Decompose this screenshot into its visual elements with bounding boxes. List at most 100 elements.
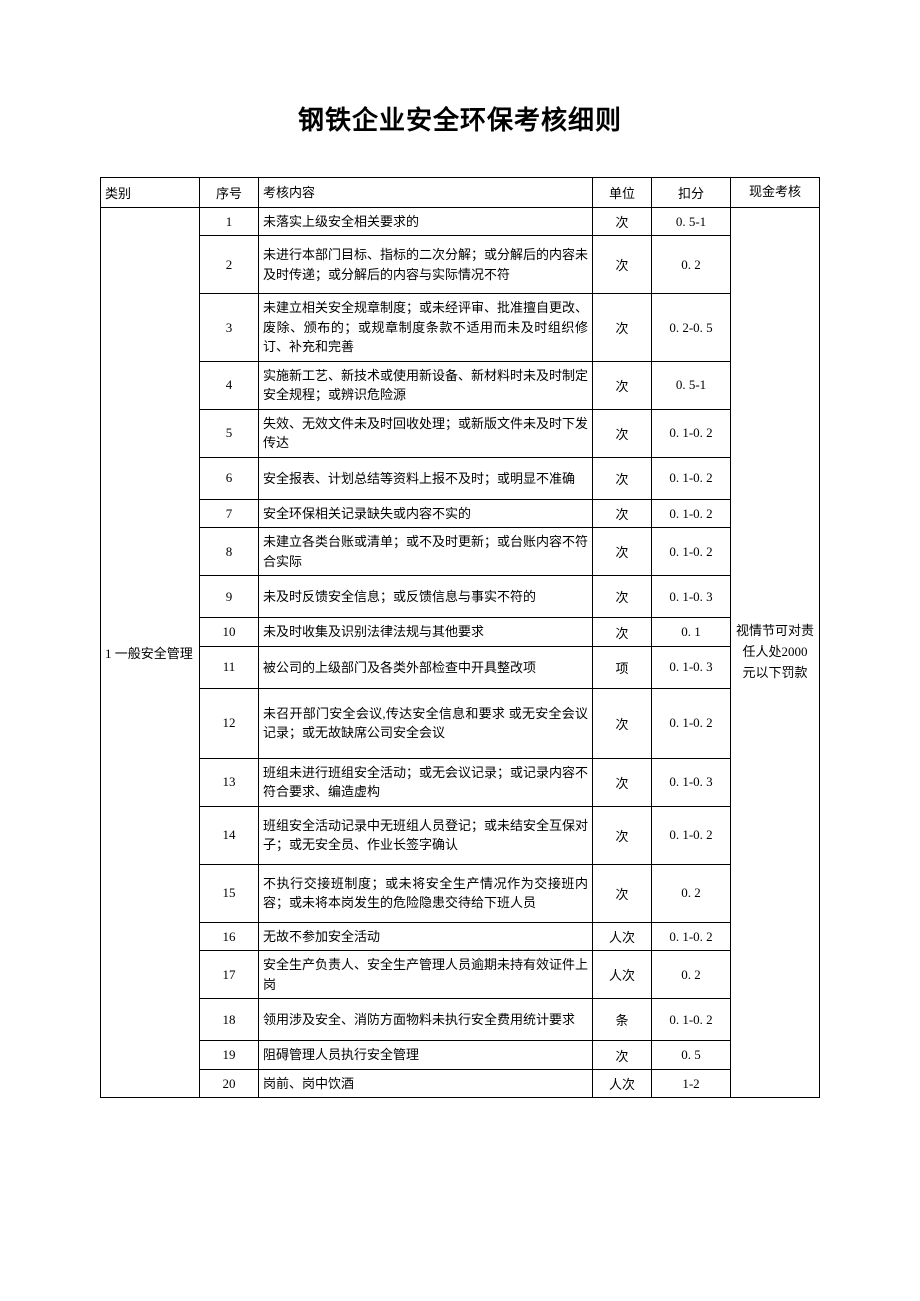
row-num: 2 [200,236,259,294]
row-num: 11 [200,646,259,688]
row-content: 未召开部门安全会议,传达安全信息和要求 或无安全会议记录；或无故缺席公司安全会议 [259,688,593,758]
row-unit: 次 [593,1041,652,1070]
row-content: 班组安全活动记录中无班组人员登记；或未结安全互保对子；或无安全员、作业长签字确认 [259,806,593,864]
row-deduct: 1-2 [652,1069,731,1098]
row-deduct: 0. 5-1 [652,207,731,236]
row-num: 1 [200,207,259,236]
table-row: 14班组安全活动记录中无班组人员登记；或未结安全互保对子；或无安全员、作业长签字… [101,806,820,864]
row-content: 未建立各类台账或清单；或不及时更新；或台账内容不符合实际 [259,528,593,576]
row-content: 岗前、岗中饮酒 [259,1069,593,1098]
row-content: 实施新工艺、新技术或使用新设备、新材料时未及时制定安全规程；或辨识危险源 [259,361,593,409]
row-content: 未进行本部门目标、指标的二次分解；或分解后的内容未及时传递；或分解后的内容与实际… [259,236,593,294]
header-category: 类别 [101,178,200,208]
row-deduct: 0. 5 [652,1041,731,1070]
row-deduct: 0. 2 [652,236,731,294]
table-row: 9未及时反馈安全信息；或反馈信息与事实不符的次0. 1-0. 3 [101,576,820,618]
row-num: 6 [200,457,259,499]
row-unit: 次 [593,528,652,576]
row-deduct: 0. 1-0. 3 [652,758,731,806]
row-unit: 次 [593,576,652,618]
row-num: 14 [200,806,259,864]
row-deduct: 0. 1-0. 2 [652,457,731,499]
row-content: 失效、无效文件未及时回收处理；或新版文件未及时下发传达 [259,409,593,457]
table-row: 12未召开部门安全会议,传达安全信息和要求 或无安全会议记录；或无故缺席公司安全… [101,688,820,758]
row-num: 10 [200,618,259,647]
table-row: 17安全生产负责人、安全生产管理人员逾期未持有效证件上岗人次0. 2 [101,951,820,999]
row-content: 未建立相关安全规章制度；或未经评审、批准擅自更改、废除、颁布的；或规章制度条款不… [259,294,593,362]
row-unit: 次 [593,758,652,806]
row-num: 9 [200,576,259,618]
row-unit: 次 [593,207,652,236]
row-unit: 次 [593,806,652,864]
table-row: 20岗前、岗中饮酒人次1-2 [101,1069,820,1098]
table-row: 19阻碍管理人员执行安全管理次0. 5 [101,1041,820,1070]
row-deduct: 0. 1-0. 2 [652,999,731,1041]
row-unit: 次 [593,409,652,457]
assessment-table: 类别 序号 考核内容 单位 扣分 现金考核 1 一般安全管理1未落实上级安全相关… [100,177,820,1098]
row-deduct: 0. 1-0. 2 [652,528,731,576]
row-num: 18 [200,999,259,1041]
table-header-row: 类别 序号 考核内容 单位 扣分 现金考核 [101,178,820,208]
row-deduct: 0. 1-0. 2 [652,688,731,758]
row-unit: 次 [593,499,652,528]
row-unit: 次 [593,294,652,362]
table-row: 5失效、无效文件未及时回收处理；或新版文件未及时下发传达次0. 1-0. 2 [101,409,820,457]
row-content: 未落实上级安全相关要求的 [259,207,593,236]
row-num: 12 [200,688,259,758]
row-unit: 人次 [593,1069,652,1098]
row-unit: 次 [593,618,652,647]
row-unit: 人次 [593,922,652,951]
row-unit: 次 [593,361,652,409]
row-num: 15 [200,864,259,922]
row-deduct: 0. 1-0. 3 [652,646,731,688]
row-num: 16 [200,922,259,951]
row-deduct: 0. 1 [652,618,731,647]
table-row: 6安全报表、计划总结等资料上报不及时；或明显不准确次0. 1-0. 2 [101,457,820,499]
row-num: 3 [200,294,259,362]
table-row: 16无故不参加安全活动人次0. 1-0. 2 [101,922,820,951]
row-content: 不执行交接班制度；或未将安全生产情况作为交接班内容；或未将本岗发生的危险隐患交待… [259,864,593,922]
row-unit: 项 [593,646,652,688]
row-unit: 次 [593,864,652,922]
table-row: 4实施新工艺、新技术或使用新设备、新材料时未及时制定安全规程；或辨识危险源次0.… [101,361,820,409]
row-content: 领用涉及安全、消防方面物料未执行安全费用统计要求 [259,999,593,1041]
row-content: 安全生产负责人、安全生产管理人员逾期未持有效证件上岗 [259,951,593,999]
row-unit: 次 [593,457,652,499]
row-num: 19 [200,1041,259,1070]
row-num: 4 [200,361,259,409]
header-deduct: 扣分 [652,178,731,208]
table-row: 2未进行本部门目标、指标的二次分解；或分解后的内容未及时传递；或分解后的内容与实… [101,236,820,294]
header-unit: 单位 [593,178,652,208]
row-deduct: 0. 1-0. 2 [652,922,731,951]
row-num: 8 [200,528,259,576]
table-row: 10未及时收集及识别法律法规与其他要求次0. 1 [101,618,820,647]
header-content: 考核内容 [259,178,593,208]
row-unit: 人次 [593,951,652,999]
row-num: 5 [200,409,259,457]
row-content: 未及时收集及识别法律法规与其他要求 [259,618,593,647]
row-deduct: 0. 5-1 [652,361,731,409]
table-row: 13班组未进行班组安全活动；或无会议记录；或记录内容不符合要求、编造虚构次0. … [101,758,820,806]
row-unit: 次 [593,236,652,294]
row-deduct: 0. 2-0. 5 [652,294,731,362]
page-title: 钢铁企业安全环保考核细则 [100,100,820,137]
row-content: 安全环保相关记录缺失或内容不实的 [259,499,593,528]
table-row: 18领用涉及安全、消防方面物料未执行安全费用统计要求条0. 1-0. 2 [101,999,820,1041]
category-cell: 1 一般安全管理 [101,207,200,1098]
row-num: 7 [200,499,259,528]
table-row: 15不执行交接班制度；或未将安全生产情况作为交接班内容；或未将本岗发生的危险隐患… [101,864,820,922]
row-num: 13 [200,758,259,806]
row-deduct: 0. 2 [652,951,731,999]
row-content: 无故不参加安全活动 [259,922,593,951]
row-unit: 次 [593,688,652,758]
row-deduct: 0. 1-0. 2 [652,409,731,457]
header-cash: 现金考核 [731,178,820,208]
row-content: 未及时反馈安全信息；或反馈信息与事实不符的 [259,576,593,618]
row-content: 班组未进行班组安全活动；或无会议记录；或记录内容不符合要求、编造虚构 [259,758,593,806]
row-content: 安全报表、计划总结等资料上报不及时；或明显不准确 [259,457,593,499]
row-deduct: 0. 1-0. 2 [652,499,731,528]
table-row: 1 一般安全管理1未落实上级安全相关要求的次0. 5-1视情节可对责任人处200… [101,207,820,236]
row-deduct: 0. 2 [652,864,731,922]
row-content: 阻碍管理人员执行安全管理 [259,1041,593,1070]
row-num: 20 [200,1069,259,1098]
